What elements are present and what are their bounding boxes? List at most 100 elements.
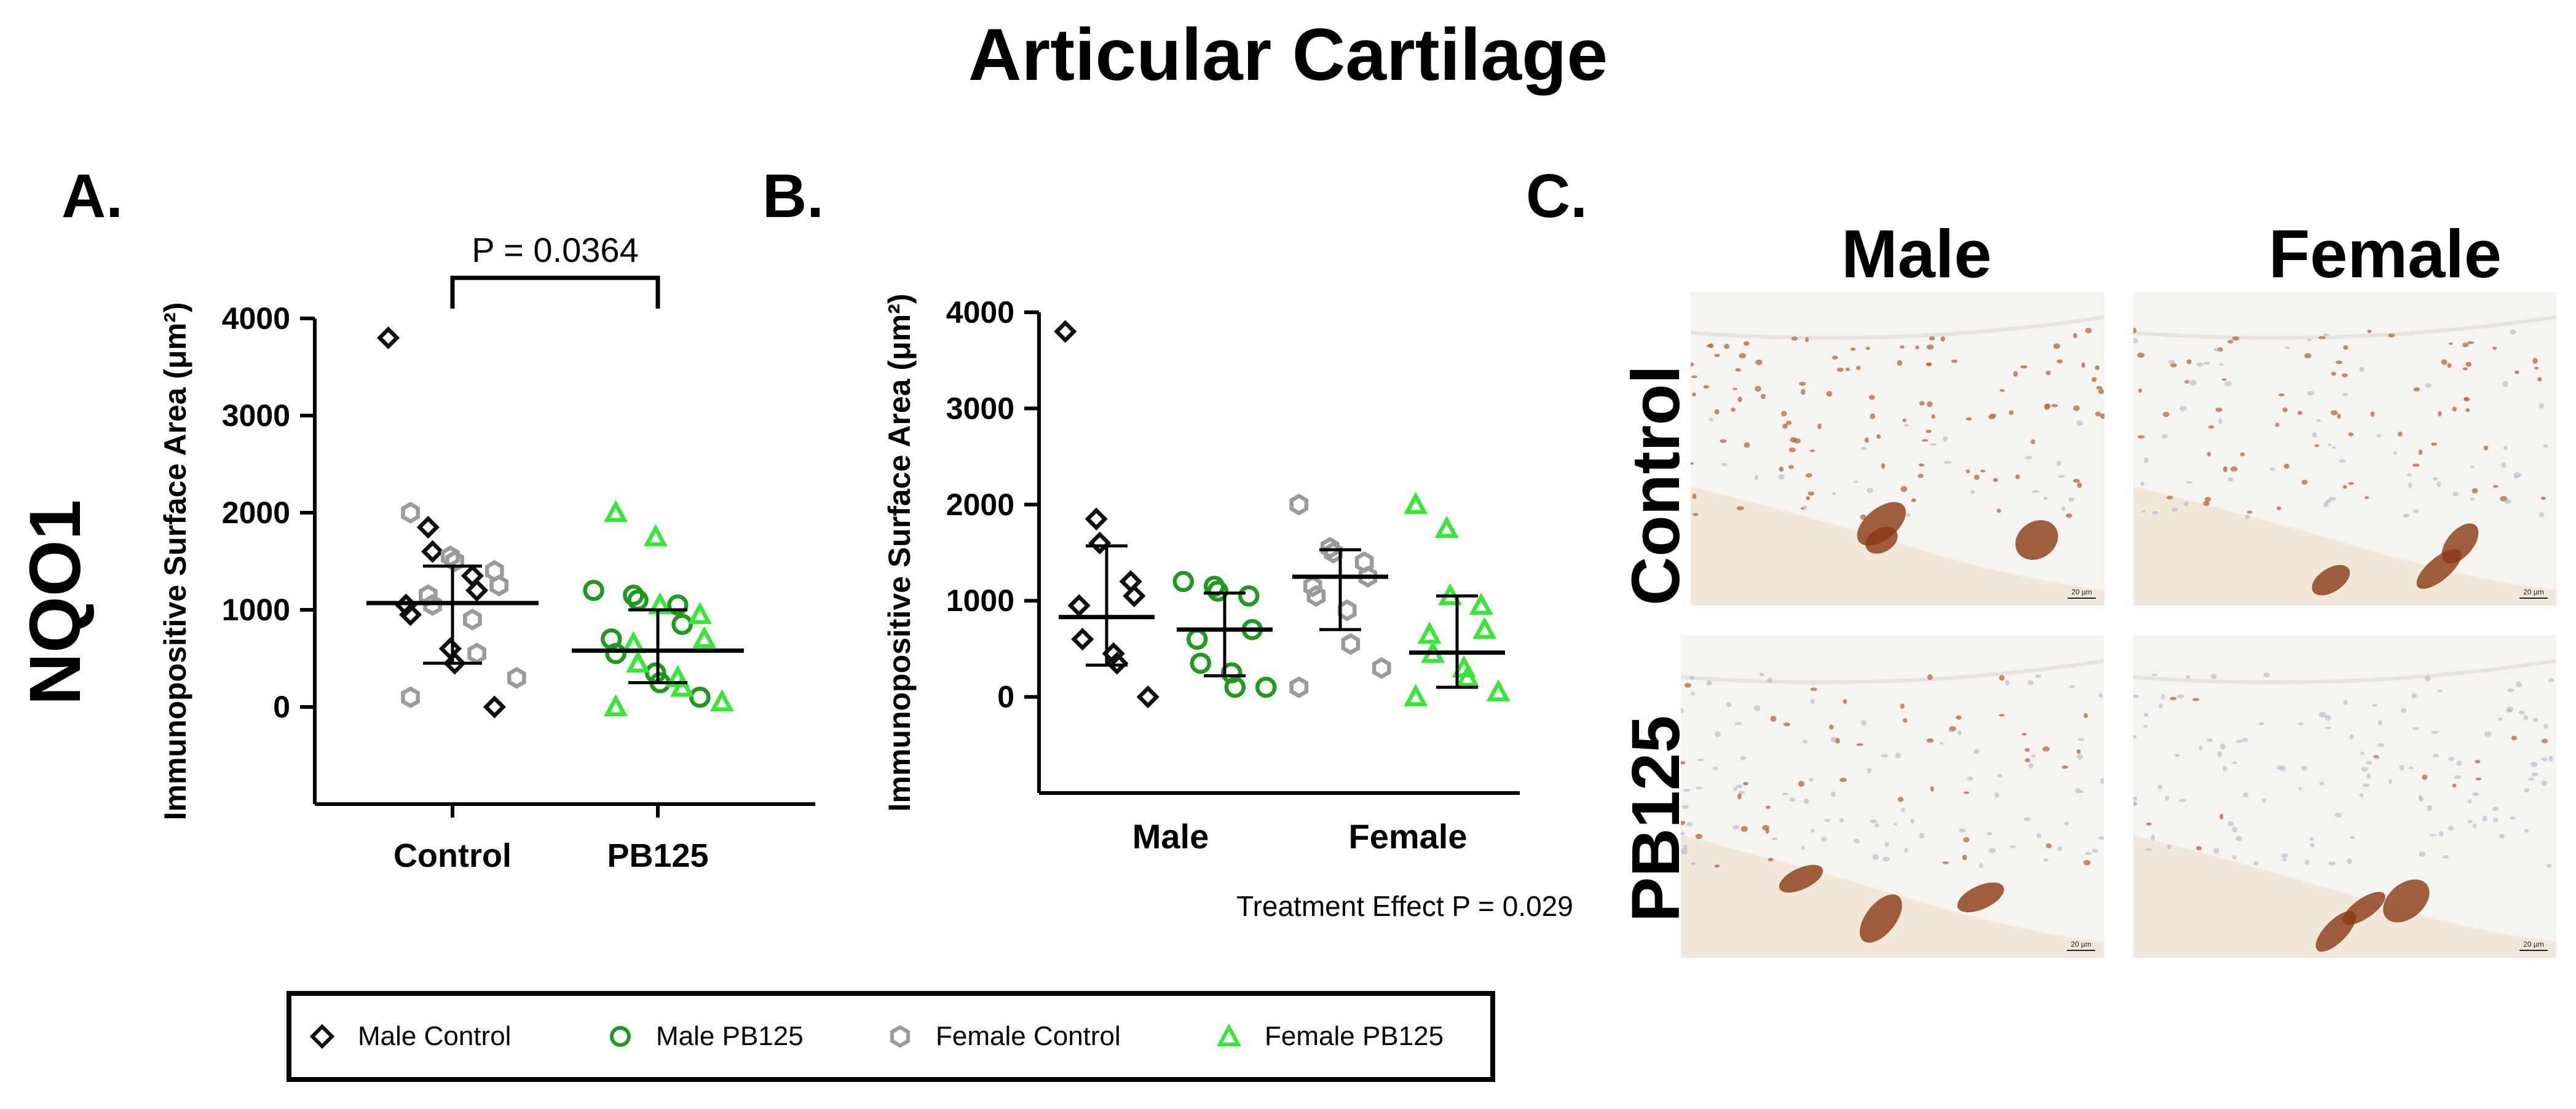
data-point-circle — [1224, 676, 1246, 698]
data-point-triangle — [1434, 516, 1459, 539]
panel-c-row-control: Control — [1618, 365, 1694, 606]
data-point-circle — [667, 594, 689, 616]
data-point-triangle — [626, 650, 650, 673]
x-tick-label: Control — [393, 837, 512, 874]
panel-a-chart: 0 1000 2000 3000 4000 Immunopositive Surface … — [158, 231, 815, 874]
legend-label: Male Control — [358, 1021, 512, 1051]
data-point-triangle — [709, 689, 734, 712]
data-point-circle — [627, 589, 649, 611]
data-point-circle — [583, 580, 604, 601]
y-tick-label: 1000 — [946, 583, 1014, 618]
data-point-diamond — [416, 516, 440, 539]
treatment-effect-annotation: Treatment Effect P = 0.029 — [1236, 890, 1573, 922]
y-tick-label: 0 — [997, 680, 1014, 714]
data-point-circle — [1238, 585, 1260, 607]
panel-b-letter: B. — [762, 162, 824, 231]
data-point-diamond — [1088, 531, 1112, 554]
data-point-hexagon — [445, 550, 464, 572]
data-point-hexagon — [1320, 537, 1340, 559]
panel-a-letter: A. — [61, 162, 123, 231]
y-tick-label: 2000 — [222, 495, 290, 530]
p-value-annotation: P = 0.0364 — [472, 231, 638, 269]
legend-item-female-pb125: Female PB125 — [1217, 996, 1444, 1077]
significance-bracket — [450, 275, 660, 309]
data-point-diamond — [1123, 584, 1146, 607]
x-tick-label: Female — [1349, 817, 1468, 856]
data-point-triangle — [1486, 679, 1511, 701]
scale-bar-label: 20 µm — [2071, 940, 2092, 949]
data-point-diamond — [1071, 628, 1094, 651]
data-point-diamond — [1067, 594, 1091, 617]
data-point-circle — [623, 585, 644, 606]
data-point-circle — [671, 614, 693, 635]
data-point-hexagon — [463, 609, 482, 631]
y-tick-label: 3000 — [222, 398, 290, 433]
data-point-hexagon — [1289, 494, 1309, 516]
y-tick-label: 3000 — [946, 391, 1014, 425]
data-point-diamond — [1105, 652, 1129, 675]
data-point-circle — [689, 686, 711, 708]
data-point-diamond — [483, 695, 506, 719]
figure-title: Articular Cartilage — [968, 14, 1608, 96]
row-label-nqo1: NQO1 — [15, 500, 96, 705]
data-point-hexagon — [1337, 599, 1357, 622]
y-tick-label: 0 — [273, 690, 290, 724]
y-tick-label: 4000 — [222, 301, 290, 336]
data-point-diamond — [465, 578, 489, 602]
data-point-triangle — [1404, 491, 1428, 514]
data-point-circle — [1172, 570, 1195, 593]
legend-label: Male PB125 — [656, 1021, 804, 1051]
hexagon-marker-icon — [890, 1025, 910, 1048]
data-point-hexagon — [489, 574, 508, 597]
legend-label: Female PB125 — [1265, 1021, 1444, 1051]
data-point-triangle — [1417, 622, 1442, 644]
data-point-triangle — [648, 592, 673, 615]
data-point-diamond — [443, 652, 467, 675]
data-point-triangle — [1472, 617, 1497, 639]
micrograph-male-control: 20 µm — [1691, 292, 2104, 606]
legend-item-male-control: Male Control — [310, 996, 511, 1077]
scale-bar-label: 20 µm — [2071, 588, 2092, 596]
data-point-hexagon — [1372, 657, 1391, 679]
legend: Male Control Male PB125 Female Control F… — [286, 991, 1495, 1082]
data-point-triangle — [670, 674, 695, 697]
x-tick-label: PB125 — [607, 837, 708, 874]
data-point-hexagon — [401, 502, 420, 524]
data-point-hexagon — [507, 666, 526, 689]
data-point-hexagon — [1303, 575, 1322, 598]
panel-c-col-female: Female — [2269, 216, 2502, 292]
data-point-circle — [1207, 580, 1229, 602]
panel-b-chart: 0 1000 2000 3000 4000 Immunopositive Surface … — [882, 294, 1573, 922]
data-point-diamond — [1136, 685, 1160, 709]
data-point-triangle — [687, 602, 712, 625]
y-tick-label: 1000 — [222, 593, 290, 627]
data-point-hexagon — [401, 686, 420, 708]
y-axis-label: Immunopositive Surface Area (μm²) — [882, 294, 917, 812]
diamond-marker-icon — [310, 1024, 334, 1049]
scale-bar-label: 20 µm — [2523, 940, 2544, 949]
y-tick-label: 4000 — [946, 295, 1014, 330]
data-point-triangle — [604, 500, 628, 523]
data-point-diamond — [1054, 320, 1077, 343]
x-tick-label: Male — [1132, 817, 1209, 856]
y-axis-label: Immunopositive Surface Area (μm²) — [158, 302, 192, 821]
data-point-circle — [1255, 676, 1277, 698]
micrograph-female-control: 20 µm — [2133, 292, 2556, 606]
legend-label: Female Control — [936, 1021, 1121, 1051]
panel-c-letter: C. — [1526, 162, 1587, 231]
data-point-triangle — [643, 524, 668, 547]
data-point-hexagon — [1289, 676, 1309, 698]
micrograph-female-pb125: 20 µm — [2133, 635, 2556, 958]
data-point-hexagon — [423, 594, 442, 616]
data-point-circle — [1190, 652, 1212, 674]
data-point-hexagon — [1306, 585, 1326, 607]
data-point-diamond — [421, 540, 444, 563]
panel-c-col-male: Male — [1841, 216, 1992, 292]
data-point-circle — [605, 642, 626, 665]
y-tick-label: 2000 — [946, 487, 1014, 522]
data-point-hexagon — [467, 642, 486, 665]
triangle-marker-icon — [1217, 1024, 1241, 1046]
data-point-triangle — [1469, 593, 1493, 615]
data-point-hexagon — [1358, 566, 1378, 588]
scale-bar-label: 20 µm — [2523, 588, 2544, 596]
